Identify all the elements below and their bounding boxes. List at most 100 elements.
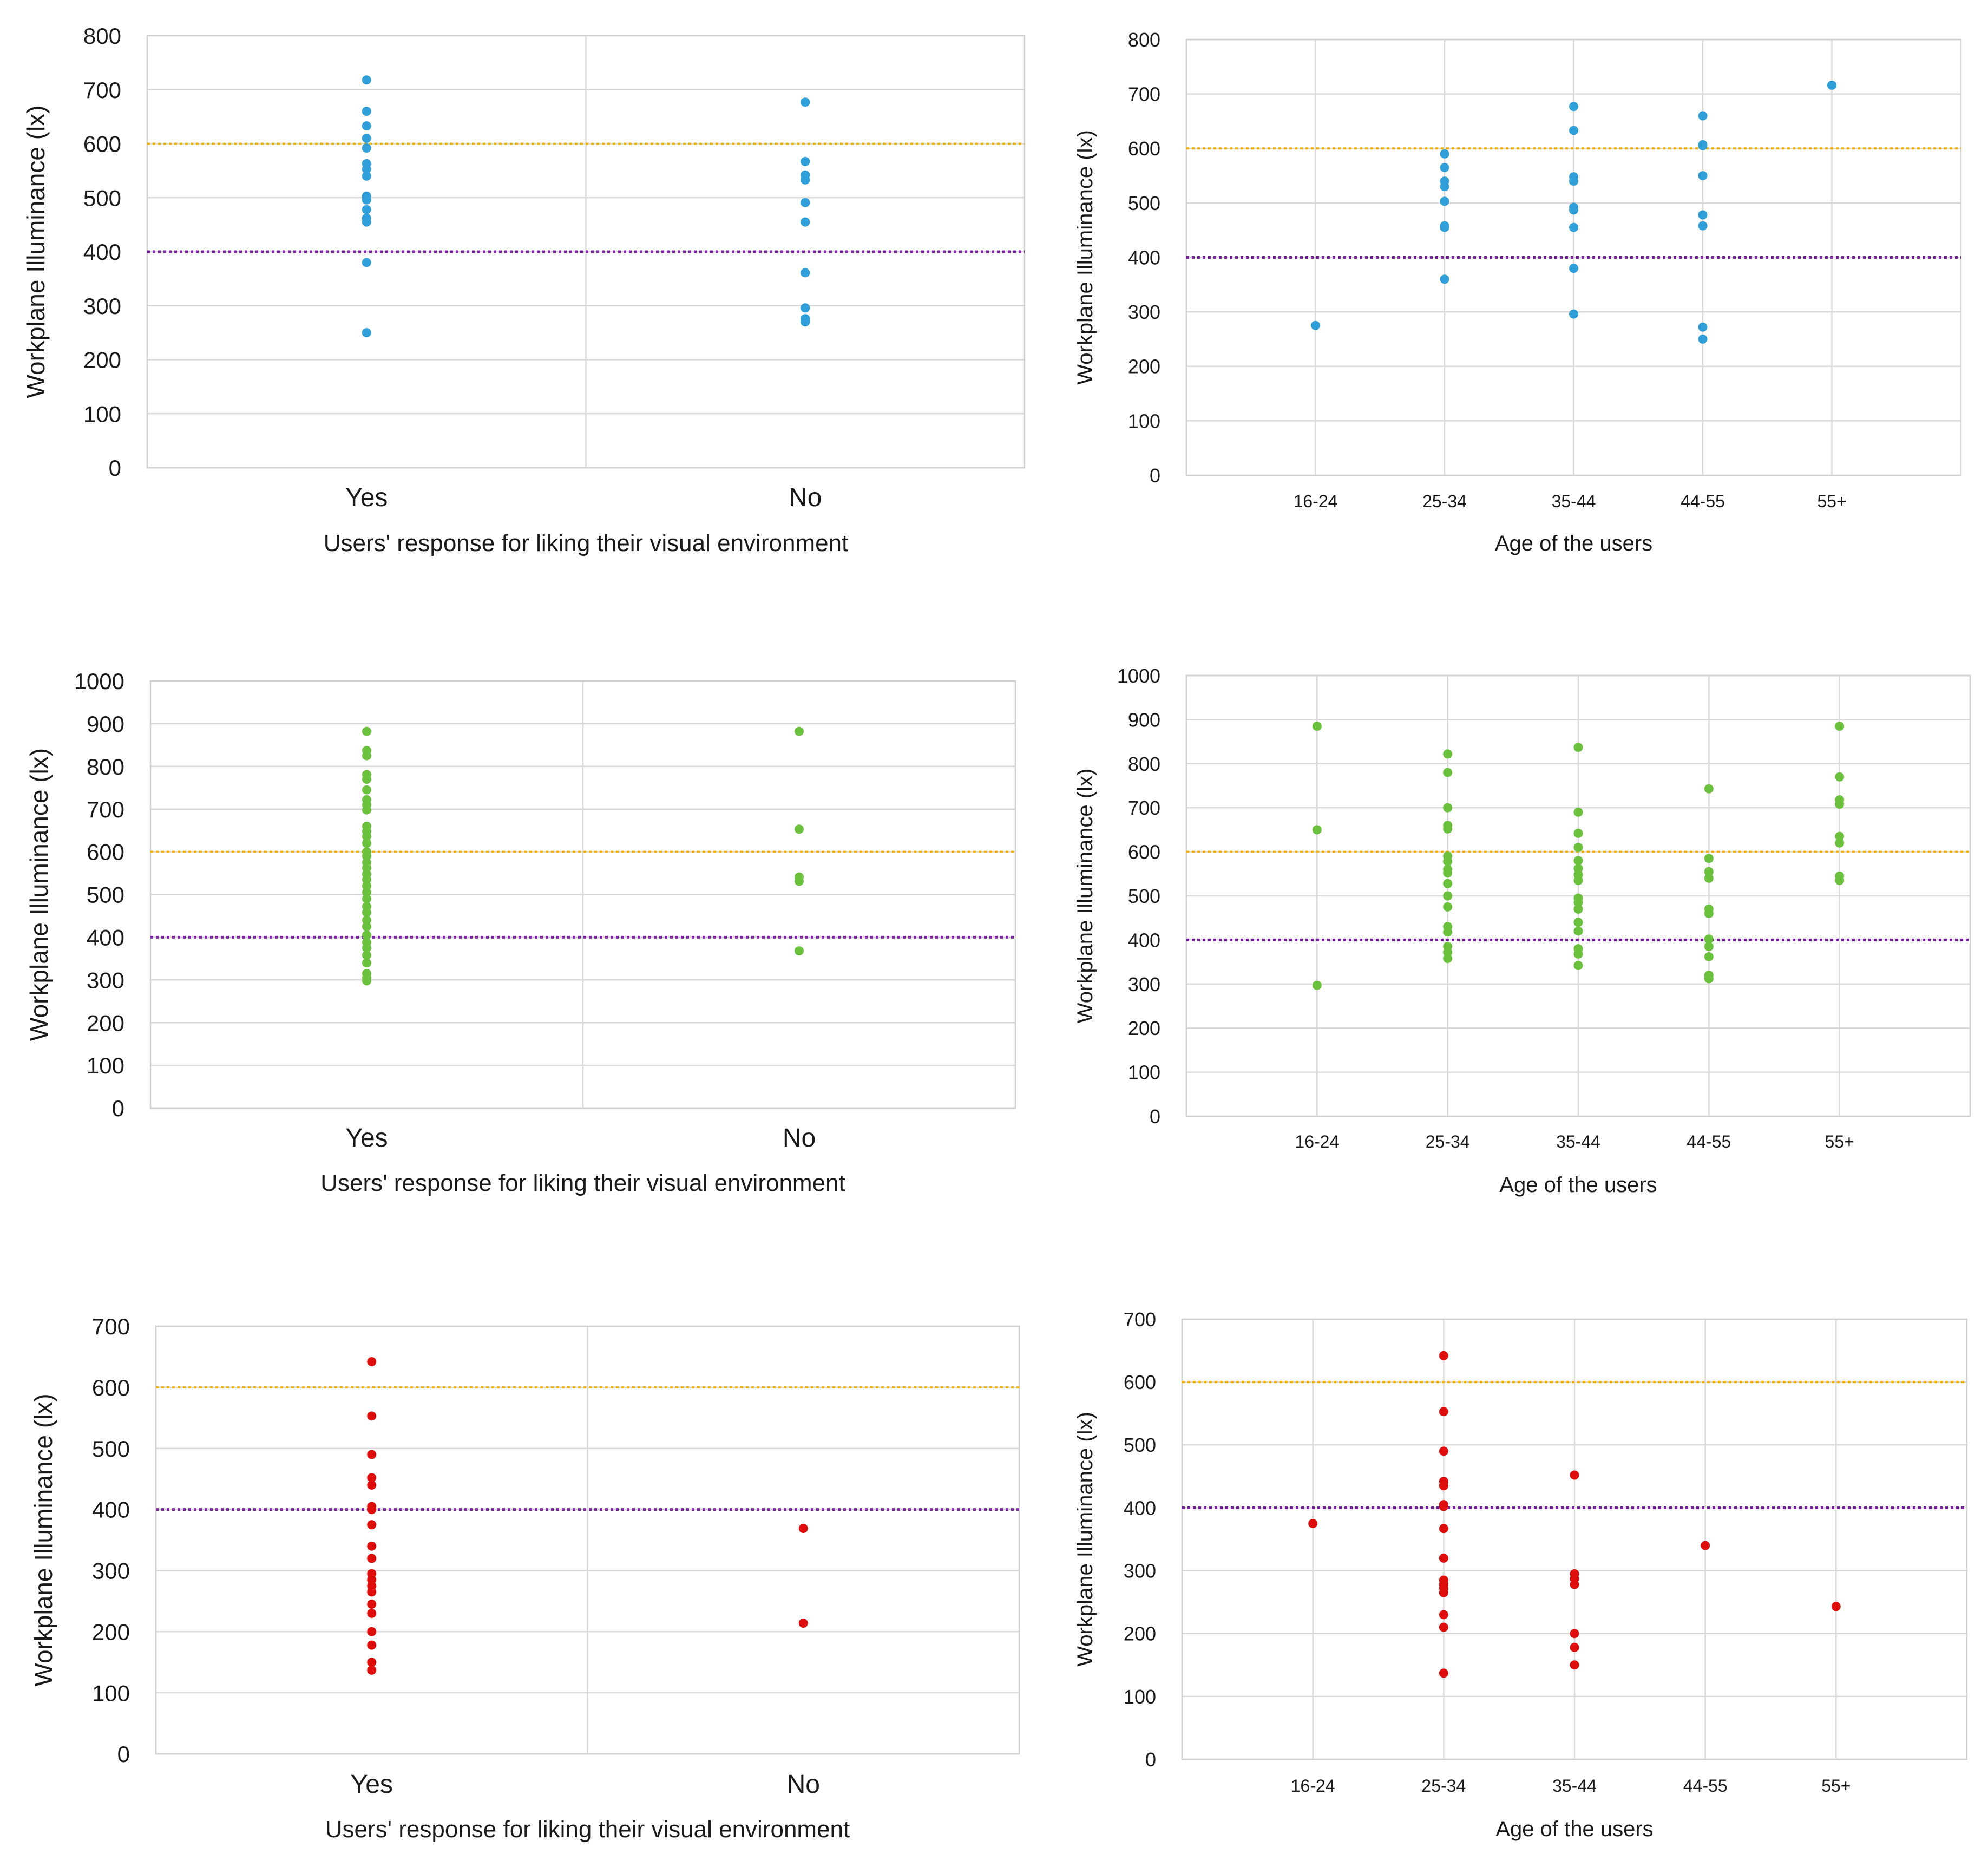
x-category-label: 44-55 (1687, 1132, 1731, 1151)
y-tick-label: 1000 (74, 669, 124, 694)
plot-area-border (155, 1325, 1020, 1755)
data-point (1698, 322, 1708, 332)
data-point (367, 1480, 377, 1490)
data-point (801, 198, 810, 207)
y-tick-label: 600 (1124, 1371, 1156, 1393)
data-point (1439, 1610, 1448, 1620)
y-tick-label: 400 (83, 239, 121, 265)
data-point (1439, 1481, 1448, 1491)
y-tick-label: 500 (83, 185, 121, 211)
data-point (1439, 1407, 1448, 1417)
data-point (362, 915, 371, 925)
data-point (1698, 334, 1708, 344)
chart-panel-red-response: 0 100 200 300 400 500 600 700 Yes No Users' respon… (29, 1314, 1020, 1843)
y-tick-label: 400 (92, 1497, 130, 1523)
data-point (1835, 772, 1845, 782)
y-tick-label: 100 (1128, 410, 1160, 432)
data-point (1698, 141, 1708, 150)
x-axis-label: Users' response for liking their visual … (320, 1170, 845, 1196)
data-point (1439, 1351, 1448, 1360)
y-axis-label: Workplane Illuminance (lx) (1073, 1412, 1097, 1667)
data-point (1312, 980, 1322, 990)
data-point (1440, 182, 1449, 192)
y-tick-label: 500 (92, 1436, 130, 1462)
chart-panel-red-age: 0 100 200 300 400 500 600 700 16-24 25-34 35-44 44-… (1073, 1308, 1968, 1841)
x-category-label: 35-44 (1556, 1132, 1600, 1151)
data-point (362, 831, 371, 841)
y-axis-label: Workplane Illuminance (lx) (29, 1393, 57, 1686)
data-point (798, 1524, 808, 1534)
data-point (1698, 171, 1708, 181)
data-point (1570, 1642, 1579, 1652)
y-tick-label: 300 (1128, 301, 1160, 323)
x-category-label: 25-34 (1426, 1132, 1470, 1151)
data-point (1573, 926, 1583, 936)
data-point (1443, 768, 1453, 777)
data-point (801, 175, 810, 185)
data-point (801, 268, 810, 278)
y-tick-label: 400 (1124, 1497, 1156, 1519)
data-point (795, 946, 804, 956)
x-category-label: 55+ (1821, 1776, 1851, 1796)
data-point (1569, 222, 1578, 232)
data-point (362, 951, 371, 960)
y-tick-label: 200 (87, 1010, 124, 1036)
data-point (1704, 784, 1714, 794)
y-tick-label: 200 (1128, 356, 1160, 378)
data-point (1835, 800, 1845, 809)
data-point (1439, 1553, 1448, 1563)
data-point (1831, 1602, 1841, 1611)
data-point (1569, 309, 1578, 319)
data-point (362, 881, 371, 891)
chart-panel-blue-response: 0 100 200 300 400 500 600 700 800 Yes No Users' res… (22, 23, 1026, 556)
data-point (1698, 111, 1708, 121)
x-category-label: 16-24 (1294, 492, 1338, 511)
y-tick-label: 0 (109, 455, 121, 481)
data-point (1704, 942, 1714, 952)
x-category-label: No (789, 483, 822, 512)
data-point (798, 1618, 808, 1628)
data-point (1704, 854, 1714, 863)
x-category-label: Yes (345, 1124, 388, 1152)
data-point (1439, 1502, 1448, 1511)
data-point (362, 751, 371, 761)
y-tick-label: 300 (83, 293, 121, 319)
data-point (367, 1541, 377, 1551)
data-point (1443, 824, 1453, 834)
y-tick-label: 700 (92, 1314, 130, 1339)
data-point (362, 217, 371, 227)
data-point (362, 205, 371, 214)
y-tick-label: 600 (92, 1375, 130, 1400)
data-point (1439, 1524, 1448, 1534)
x-category-label: 35-44 (1552, 492, 1596, 511)
data-point (362, 143, 371, 153)
y-tick-label: 900 (1128, 709, 1160, 731)
x-axis-label: Users' response for liking their visual … (324, 530, 848, 556)
data-point (362, 134, 371, 143)
data-point (1701, 1541, 1710, 1550)
data-point (362, 851, 371, 861)
y-tick-label: 600 (83, 132, 121, 157)
data-point (1439, 1622, 1448, 1632)
y-tick-label: 500 (1124, 1434, 1156, 1456)
x-category-label: 55+ (1825, 1132, 1854, 1151)
data-point (362, 195, 371, 205)
y-tick-label: 800 (1128, 753, 1160, 775)
data-point (1573, 828, 1583, 838)
data-point (367, 1658, 377, 1667)
data-point (367, 1640, 377, 1650)
data-point (1573, 807, 1583, 817)
y-tick-label: 200 (1124, 1623, 1156, 1645)
y-tick-label: 100 (87, 1053, 124, 1078)
x-category-label: Yes (345, 483, 388, 512)
data-point (1573, 743, 1583, 752)
y-tick-label: 700 (1128, 797, 1160, 819)
data-point (1573, 949, 1583, 959)
y-tick-label: 700 (83, 77, 121, 103)
data-point (362, 171, 371, 181)
y-tick-label: 600 (87, 840, 124, 865)
data-point (1569, 264, 1578, 273)
y-tick-label: 300 (92, 1558, 130, 1584)
data-point (362, 922, 371, 932)
data-point (1570, 1629, 1579, 1639)
